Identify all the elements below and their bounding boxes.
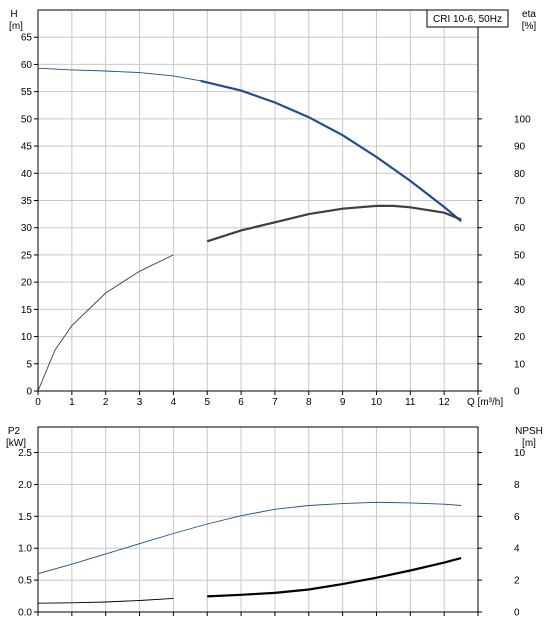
y-left-tick-label: 15 bbox=[21, 305, 33, 316]
series-1-line-thin bbox=[37, 254, 174, 392]
y-left-tick-label: 0.5 bbox=[18, 576, 32, 587]
y-right-tick-label: 0 bbox=[514, 387, 520, 398]
y-right-tick-label: 100 bbox=[514, 114, 531, 125]
series-1-line-thin bbox=[37, 597, 174, 604]
y-right-tick-label: 30 bbox=[514, 305, 526, 316]
x-tick-label: 6 bbox=[238, 397, 244, 408]
x-tick-label: 3 bbox=[137, 397, 143, 408]
y-right-tick-label: 90 bbox=[514, 142, 526, 153]
y-right-tick-label: 8 bbox=[514, 480, 520, 491]
y-left-tick-label: 1.5 bbox=[18, 512, 32, 523]
y-left-tick-label: 0 bbox=[26, 387, 32, 398]
y-left-tick-label: 65 bbox=[21, 33, 33, 44]
y-right-tick-label: 60 bbox=[514, 223, 526, 234]
series-0-line-thin bbox=[37, 67, 201, 82]
series-0-line-thin bbox=[37, 501, 462, 575]
y-right-tick-label: 6 bbox=[514, 512, 520, 523]
x-tick-label: 1 bbox=[69, 397, 75, 408]
y-right-tick-label: 50 bbox=[514, 250, 526, 261]
series-0-line-bold bbox=[200, 79, 462, 223]
y-right-tick-label: 80 bbox=[514, 169, 526, 180]
legend-box bbox=[426, 9, 509, 28]
x-tick-label: 0 bbox=[35, 397, 41, 408]
y-left-tick-label: 1.0 bbox=[18, 544, 32, 555]
x-tick-label: 2 bbox=[103, 397, 109, 408]
y-left-tick-label: 5 bbox=[26, 359, 32, 370]
y-right-tick-label: 0 bbox=[514, 608, 520, 619]
y-right-tick-label: 70 bbox=[514, 196, 526, 207]
y-left-tick-label: 20 bbox=[21, 278, 33, 289]
x-tick-label: 7 bbox=[272, 397, 278, 408]
x-tick-label: 11 bbox=[405, 397, 416, 408]
y-right-axis-unit: [m] bbox=[522, 438, 536, 449]
x-tick-label: 9 bbox=[340, 397, 346, 408]
y-right-tick-label: 4 bbox=[514, 544, 520, 555]
y-right-axis-title: NPSH bbox=[515, 426, 543, 437]
y-left-tick-label: 0.0 bbox=[18, 608, 32, 619]
y-left-tick-label: 30 bbox=[21, 223, 33, 234]
x-tick-label: 4 bbox=[171, 397, 177, 408]
y-left-tick-label: 50 bbox=[21, 114, 33, 125]
y-left-tick-label: 60 bbox=[21, 60, 33, 71]
y-left-axis-unit: [kW] bbox=[6, 438, 26, 449]
y-left-tick-label: 2.5 bbox=[18, 448, 32, 459]
y-right-axis-title: eta bbox=[522, 9, 536, 20]
y-left-tick-label: 35 bbox=[21, 196, 33, 207]
series-1-line-bold bbox=[207, 557, 462, 598]
y-right-axis-unit: [%] bbox=[522, 21, 537, 32]
y-right-tick-label: 10 bbox=[514, 359, 526, 370]
y-left-tick-label: 25 bbox=[21, 250, 33, 261]
x-tick-label: 12 bbox=[439, 397, 451, 408]
y-right-tick-label: 2 bbox=[514, 576, 520, 587]
y-left-axis-title: H bbox=[10, 9, 17, 20]
plot-frame bbox=[37, 426, 479, 613]
y-right-tick-label: 10 bbox=[514, 448, 526, 459]
y-left-tick-label: 55 bbox=[21, 87, 33, 98]
x-tick-label: 8 bbox=[306, 397, 312, 408]
series-1-line-bold bbox=[206, 204, 462, 243]
legend-text: CRI 10-6, 50Hz bbox=[433, 14, 502, 25]
y-left-tick-label: 10 bbox=[21, 332, 33, 343]
y-right-tick-label: 40 bbox=[514, 278, 526, 289]
y-left-axis-title: P2 bbox=[8, 426, 21, 437]
x-tick-label: 10 bbox=[371, 397, 383, 408]
y-left-tick-label: 2.0 bbox=[18, 480, 32, 491]
y-left-tick-label: 45 bbox=[21, 142, 33, 153]
y-left-tick-label: 40 bbox=[21, 169, 33, 180]
x-tick-label: 5 bbox=[204, 397, 210, 408]
x-axis-title: Q [m³/h] bbox=[467, 397, 503, 408]
y-left-axis-unit: [m] bbox=[9, 21, 23, 32]
y-right-tick-label: 20 bbox=[514, 332, 526, 343]
